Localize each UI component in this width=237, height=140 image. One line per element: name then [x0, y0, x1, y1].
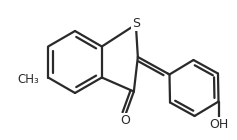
Text: S: S — [132, 17, 140, 30]
Text: OH: OH — [209, 118, 228, 131]
Text: CH₃: CH₃ — [17, 73, 39, 86]
Text: O: O — [120, 114, 130, 127]
